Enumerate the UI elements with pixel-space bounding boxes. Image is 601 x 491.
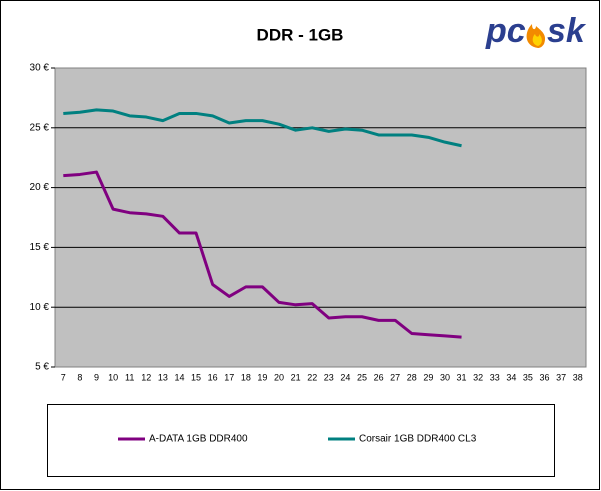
- x-tick-label: 20: [274, 372, 284, 382]
- series-line: [63, 170, 462, 339]
- y-tick-label: 5 €: [35, 362, 49, 373]
- x-tick-label: 9: [94, 372, 99, 382]
- x-tick-label: 36: [540, 372, 550, 382]
- x-tick-label: 32: [473, 372, 483, 382]
- x-tick-label: 8: [77, 372, 82, 382]
- x-tick-label: 18: [241, 372, 251, 382]
- y-tick-label: 30 €: [30, 63, 50, 74]
- x-tick-label: 26: [374, 372, 384, 382]
- x-tick-label: 13: [158, 372, 168, 382]
- x-tick-label: 24: [340, 372, 350, 382]
- x-tick-label: 34: [506, 372, 516, 382]
- x-tick-label: 33: [490, 372, 500, 382]
- x-tick-label: 21: [291, 372, 301, 382]
- x-tick-label: 38: [573, 372, 583, 382]
- x-tick-label: 11: [125, 372, 134, 382]
- legend-label: A-DATA 1GB DDR400: [149, 434, 248, 445]
- x-tick-label: 17: [224, 372, 234, 382]
- x-tick-label: 23: [324, 372, 334, 382]
- y-tick-label: 10 €: [30, 302, 50, 313]
- x-tick-label: 10: [108, 372, 118, 382]
- y-tick-label: 20 €: [30, 182, 50, 193]
- legend-label: Corsair 1GB DDR400 CL3: [359, 434, 477, 445]
- x-tick-label: 15: [191, 372, 201, 382]
- x-tick-label: 35: [523, 372, 533, 382]
- plot-area: [54, 67, 587, 368]
- series-line: [63, 108, 462, 148]
- x-tick-label: 31: [457, 372, 467, 382]
- x-tick-label: 37: [556, 372, 566, 382]
- logo: pc sk: [485, 12, 587, 50]
- x-tick-label: 16: [208, 372, 218, 382]
- x-tick-label: 30: [440, 372, 450, 382]
- x-tick-label: 19: [257, 372, 267, 382]
- x-tick-label: 27: [390, 372, 400, 382]
- x-tick-label: 22: [307, 372, 317, 382]
- logo-text: sk: [547, 12, 587, 50]
- x-tick-label: 28: [407, 372, 417, 382]
- x-tick-label: 7: [61, 372, 66, 382]
- logo-flame-core: [532, 34, 542, 46]
- x-tick-label: 29: [423, 372, 433, 382]
- y-tick-label: 15 €: [30, 242, 50, 253]
- x-tick-label: 25: [357, 372, 367, 382]
- x-tick-label: 14: [174, 372, 184, 382]
- chart-title: DDR - 1GB: [257, 25, 344, 44]
- legend-box: [47, 404, 555, 477]
- logo-text: pc: [485, 12, 526, 50]
- y-tick-label: 25 €: [30, 122, 50, 133]
- x-tick-label: 12: [141, 372, 151, 382]
